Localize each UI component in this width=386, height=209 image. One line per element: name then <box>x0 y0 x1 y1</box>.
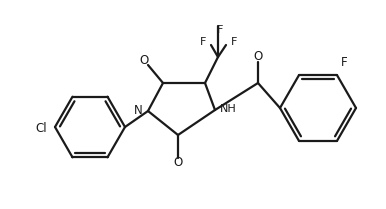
Text: O: O <box>173 157 183 169</box>
Text: F: F <box>341 56 347 69</box>
Text: F: F <box>217 25 223 35</box>
Text: N: N <box>134 104 143 117</box>
Text: NH: NH <box>220 104 237 114</box>
Text: O: O <box>253 51 262 64</box>
Text: O: O <box>139 55 149 68</box>
Text: F: F <box>231 37 237 47</box>
Text: F: F <box>200 37 206 47</box>
Text: Cl: Cl <box>35 122 47 135</box>
